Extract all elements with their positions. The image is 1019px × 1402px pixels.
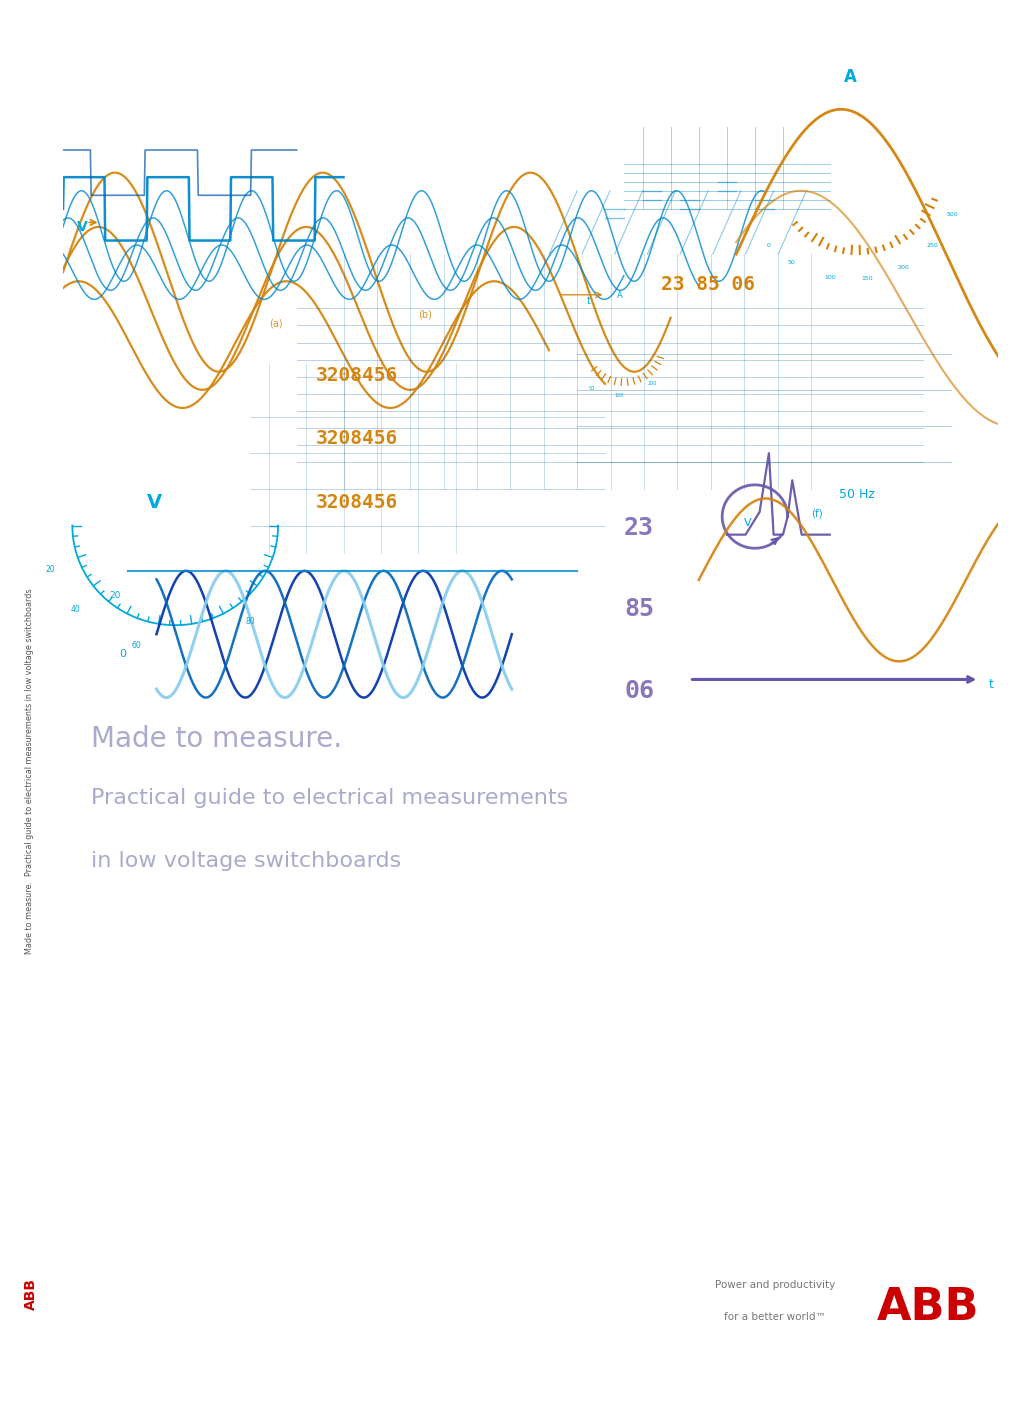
Text: 0: 0 — [119, 649, 126, 659]
Text: 0: 0 — [766, 243, 769, 248]
Text: A: A — [615, 290, 622, 300]
Text: (f): (f) — [810, 509, 822, 519]
Text: t: t — [987, 679, 993, 691]
Text: Made to measure.: Made to measure. — [91, 725, 341, 753]
Text: V: V — [147, 492, 162, 512]
Text: Practical guide to electrical measurements: Practical guide to electrical measuremen… — [91, 788, 568, 808]
Text: Made to measure.  Practical guide to electrical measurements in low voltage swit: Made to measure. Practical guide to elec… — [25, 589, 34, 953]
Text: Power and productivity: Power and productivity — [714, 1280, 835, 1290]
Text: 80: 80 — [245, 617, 255, 625]
Text: 3208456: 3208456 — [315, 492, 397, 512]
Text: 23 85 06: 23 85 06 — [660, 275, 755, 294]
Text: V: V — [743, 517, 751, 527]
Text: 3208456: 3208456 — [315, 366, 397, 384]
Text: 60: 60 — [131, 641, 141, 651]
Text: ABB: ABB — [23, 1279, 38, 1311]
Text: 40: 40 — [70, 604, 79, 614]
Text: 250: 250 — [925, 243, 937, 248]
Text: for a better world™: for a better world™ — [723, 1312, 825, 1322]
Text: (a): (a) — [268, 318, 282, 328]
Text: ABB: ABB — [876, 1286, 978, 1329]
Text: 50 Hz: 50 Hz — [839, 488, 874, 502]
Text: 50: 50 — [788, 261, 795, 265]
Text: t: t — [586, 296, 590, 306]
Text: 3208456: 3208456 — [315, 429, 397, 449]
Text: 200: 200 — [647, 381, 656, 387]
Text: (b): (b) — [418, 310, 432, 320]
Text: 150: 150 — [861, 276, 872, 282]
Text: 85: 85 — [624, 597, 653, 621]
Text: 20: 20 — [45, 565, 55, 573]
Text: 23: 23 — [624, 516, 653, 540]
Text: V: V — [77, 220, 88, 234]
Text: 20: 20 — [110, 592, 121, 600]
Text: 100: 100 — [823, 275, 835, 280]
Text: 200: 200 — [896, 265, 908, 271]
Text: 06: 06 — [624, 679, 653, 702]
Text: 50: 50 — [588, 387, 595, 391]
Text: in low voltage switchboards: in low voltage switchboards — [91, 851, 400, 872]
Text: 500: 500 — [946, 212, 957, 217]
Text: A: A — [843, 69, 856, 86]
Text: 100: 100 — [614, 393, 624, 398]
